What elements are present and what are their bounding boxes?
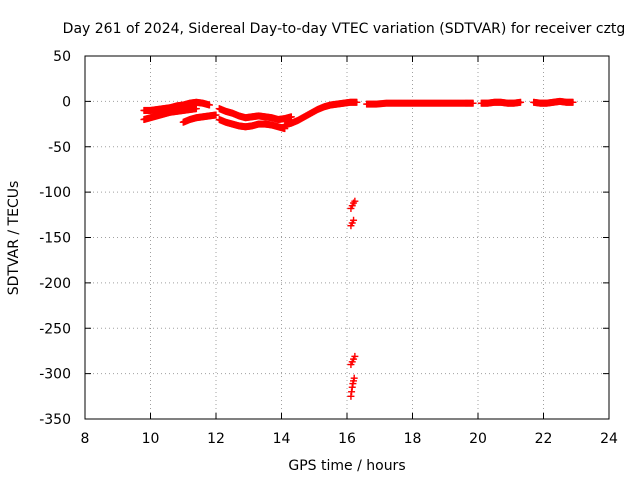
x-tick-label: 8 (81, 431, 90, 447)
y-tick-label: -350 (39, 412, 71, 428)
x-tick-label: 24 (600, 431, 618, 447)
tick-labels: 8 10 12 14 16 18 20 22 24 50 0 -50 -100 -150 -200 -250 -… (39, 49, 618, 447)
y-tick-label: -250 (39, 321, 71, 337)
data-point (569, 98, 577, 106)
y-tick-label: -300 (39, 367, 71, 383)
data-points (140, 97, 577, 400)
data-point (350, 374, 358, 382)
y-tick-label: -200 (39, 276, 71, 292)
data-point (351, 352, 359, 360)
data-point (351, 197, 359, 205)
x-tick-label: 22 (535, 431, 553, 447)
x-tick-label: 12 (207, 431, 225, 447)
data-point (287, 113, 295, 121)
data-point (205, 101, 213, 109)
chart-title: Day 261 of 2024, Sidereal Day-to-day VTE… (63, 21, 626, 37)
x-tick-label: 16 (338, 431, 356, 447)
y-tick-label: -150 (39, 231, 71, 247)
x-axis-label: GPS time / hours (288, 458, 405, 474)
y-tick-label: 50 (53, 49, 71, 65)
y-tick-label: -100 (39, 185, 71, 201)
y-axis-label: SDTVAR / TECUs (6, 181, 22, 296)
x-tick-label: 10 (142, 431, 160, 447)
y-tick-label: 0 (62, 94, 71, 110)
x-tick-label: 18 (404, 431, 422, 447)
x-tick-label: 20 (469, 431, 487, 447)
data-point (192, 105, 200, 113)
data-point (469, 99, 477, 107)
data-point (212, 111, 220, 119)
y-tick-label: -50 (48, 140, 71, 156)
x-tick-label: 14 (273, 431, 291, 447)
data-point (350, 216, 358, 224)
plot-frame (84, 55, 610, 420)
data-point (353, 98, 361, 106)
data-point (517, 98, 525, 106)
